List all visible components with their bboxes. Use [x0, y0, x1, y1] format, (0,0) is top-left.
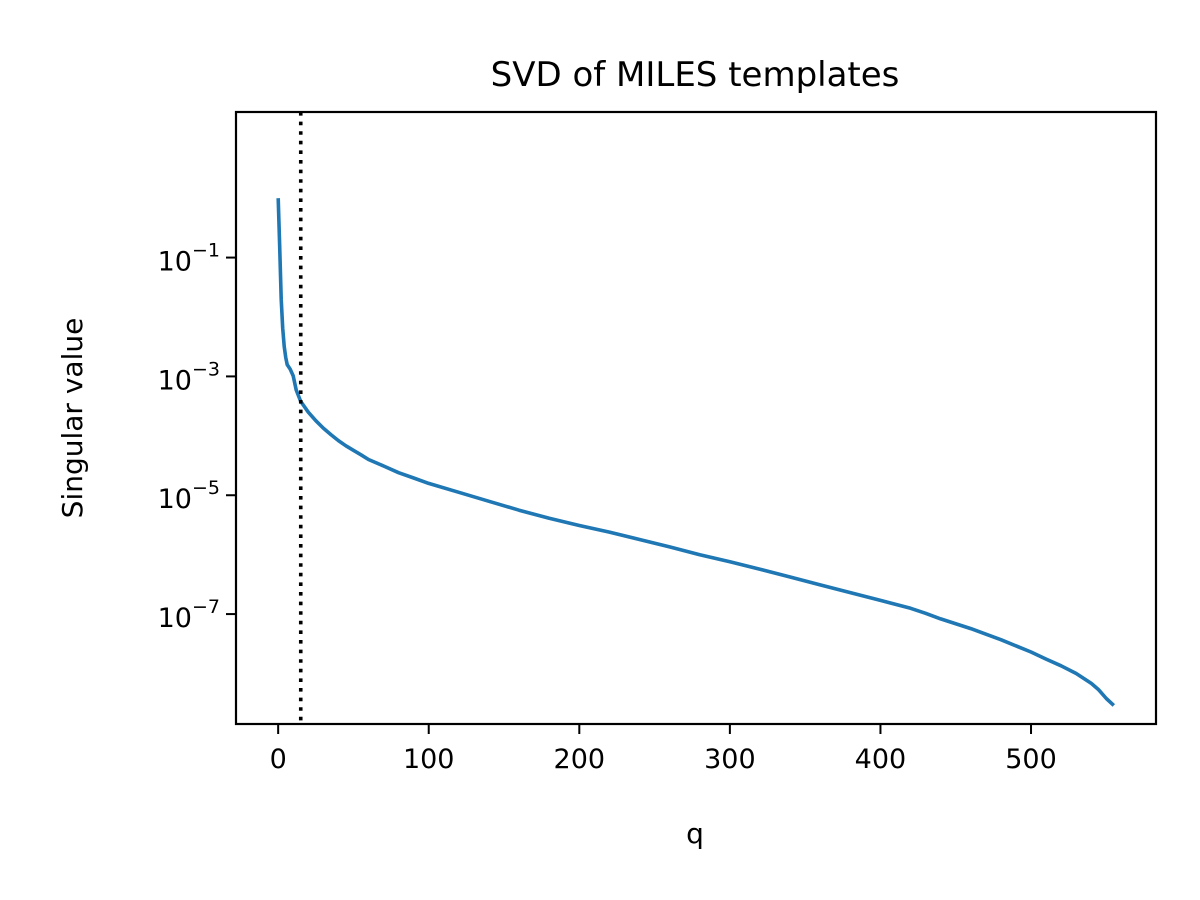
x-tick-label: 200 [554, 744, 606, 775]
x-tick-label: 500 [1005, 744, 1057, 775]
x-tick-label: 0 [270, 744, 287, 775]
x-axis-label: q [686, 817, 704, 850]
x-axis-ticks: 0 100 200 300 400 500 [270, 724, 1057, 775]
x-tick-label: 300 [704, 744, 756, 775]
x-tick-label: 100 [403, 744, 455, 775]
x-tick-label: 400 [855, 744, 907, 775]
plot-area [276, 112, 1116, 724]
y-tick-label: 10−5 [158, 477, 220, 515]
chart-title: SVD of MILES templates [491, 55, 900, 95]
y-axis-ticks: 10−1 10−3 10−5 10−7 [158, 240, 236, 634]
y-tick-label: 10−3 [158, 358, 220, 396]
y-tick-label: 10−7 [158, 596, 220, 634]
y-axis-label: Singular value [56, 318, 89, 519]
axes-frame [234, 110, 1158, 726]
series-line-0 [276, 198, 1116, 707]
y-tick-label: 10−1 [158, 240, 220, 278]
